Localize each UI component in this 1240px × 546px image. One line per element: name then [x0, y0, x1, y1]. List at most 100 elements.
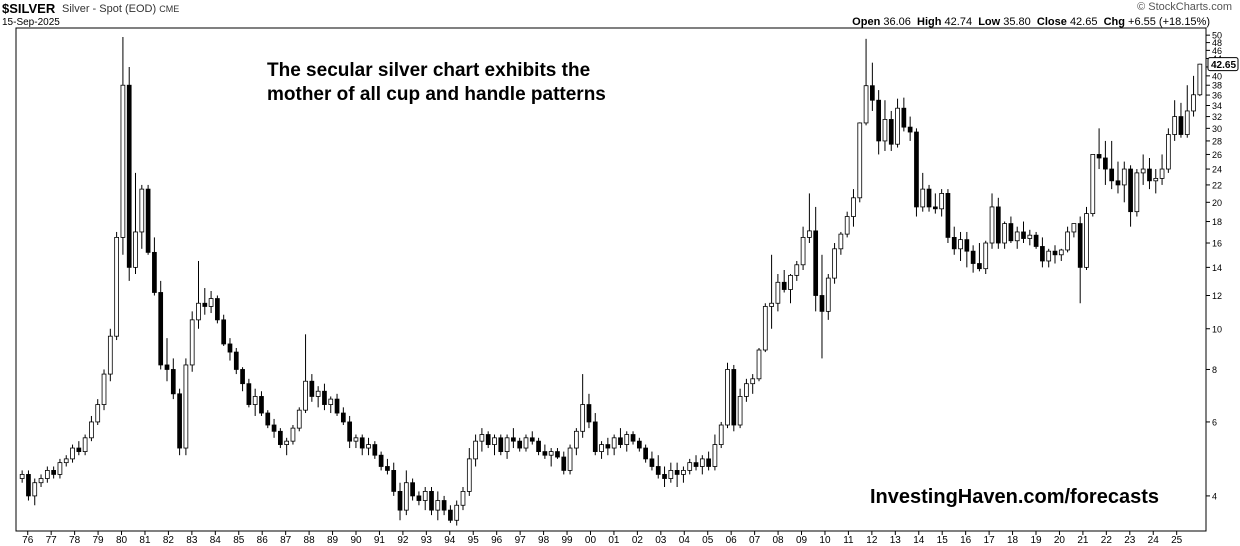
- candle-body-down: [706, 458, 711, 467]
- x-tick-label: 08: [773, 535, 785, 546]
- close-label: Close: [1036, 16, 1067, 28]
- chg-value: +6.55 (+18.15%): [1128, 16, 1210, 28]
- candle-body-down: [1008, 223, 1014, 242]
- high-label: High: [917, 16, 942, 28]
- candle-body-down: [555, 451, 560, 458]
- candle-body-up: [1014, 231, 1020, 242]
- candle-body-down: [309, 380, 315, 397]
- candle-body-down: [410, 482, 415, 497]
- candle-body-up: [895, 107, 900, 145]
- x-tick-label: 89: [327, 535, 339, 546]
- candle-body-down: [265, 412, 271, 426]
- candle-body-down: [781, 281, 787, 290]
- exchange: CME: [159, 4, 180, 14]
- candle-body-down: [662, 474, 667, 479]
- candle-body-up: [756, 349, 762, 380]
- x-tick-label: 94: [444, 535, 456, 546]
- chg-label: Chg: [1103, 16, 1125, 28]
- candle-body-up: [769, 302, 774, 307]
- candle-body-down: [152, 251, 157, 293]
- candle-body-down: [76, 447, 82, 452]
- candle-body-up: [366, 444, 371, 449]
- y-tick-label: 22: [1212, 180, 1222, 190]
- candle-body-up: [101, 373, 107, 405]
- candle-body-up: [492, 437, 497, 445]
- x-tick-label: 91: [374, 535, 386, 546]
- candle-body-up: [82, 437, 88, 452]
- candle-body-up: [183, 364, 189, 449]
- candle-body-up: [983, 242, 989, 270]
- candle-body-up: [838, 233, 844, 250]
- y-tick-label: 26: [1212, 150, 1222, 160]
- candle-body-down: [158, 292, 164, 366]
- y-tick-label: 28: [1212, 136, 1222, 146]
- candle-body-down: [630, 434, 636, 442]
- candle-body-down: [51, 470, 56, 475]
- candle-body-down: [511, 437, 516, 442]
- headline-line-2: mother of all cup and handle patterns: [267, 84, 606, 105]
- y-tick-label: 30: [1212, 124, 1222, 134]
- candle-body-up: [825, 277, 831, 312]
- x-tick-label: 02: [632, 535, 644, 546]
- candle-body-down: [561, 456, 567, 471]
- candle-body-up: [807, 230, 812, 238]
- x-tick-label: 10: [819, 535, 831, 546]
- candle-body-down: [227, 343, 233, 353]
- x-tick-label: 13: [890, 535, 902, 546]
- candle-body-up: [120, 84, 126, 238]
- x-tick-label: 19: [1030, 535, 1042, 546]
- candle-body-up: [699, 458, 705, 467]
- symbol-label: $SILVER: [2, 1, 55, 16]
- candle-body-up: [863, 85, 869, 124]
- candle-body-up: [296, 409, 302, 429]
- candle-body-down: [221, 319, 227, 345]
- low-label: Low: [978, 16, 1001, 28]
- candle-body-down: [643, 447, 648, 460]
- candle-body-up: [189, 319, 195, 366]
- candle-body-down: [901, 107, 907, 128]
- candle-body-up: [479, 434, 485, 442]
- candle-body-up: [57, 462, 63, 475]
- candle-body-up: [454, 504, 460, 521]
- x-tick-label: 23: [1124, 535, 1136, 546]
- candle-body-up: [422, 491, 428, 501]
- candle-body-up: [832, 248, 837, 279]
- candle-body-up: [794, 264, 800, 276]
- candle-body-down: [372, 444, 378, 456]
- y-tick-label: 18: [1212, 217, 1222, 227]
- candle-body-up: [1191, 94, 1196, 112]
- candle-body-up: [466, 458, 472, 492]
- candle-body-up: [882, 119, 888, 142]
- candle-body-up: [788, 274, 793, 290]
- candle-body-up: [1090, 154, 1096, 214]
- candle-body-down: [970, 250, 976, 264]
- candle-body-down: [529, 437, 535, 442]
- y-tick-label: 40: [1212, 71, 1222, 81]
- candle-body-down: [932, 206, 938, 210]
- candle-body-up: [1159, 168, 1165, 179]
- candle-body-down: [233, 351, 239, 370]
- last-price-box: [1207, 57, 1239, 72]
- x-tick-label: 81: [139, 535, 151, 546]
- candle-body-down: [164, 364, 170, 370]
- candle-body-down: [1052, 250, 1058, 256]
- x-tick-label: 77: [46, 535, 58, 546]
- x-tick-label: 25: [1171, 535, 1183, 546]
- x-tick-label: 16: [960, 535, 972, 546]
- candle-body-up: [315, 390, 321, 397]
- symbol: $SILVER: [2, 1, 56, 16]
- candle-body-up: [504, 437, 510, 452]
- candle-body-down: [397, 491, 403, 511]
- candle-body-up: [681, 470, 686, 475]
- candle-body-up: [718, 424, 724, 445]
- candle-body-down: [870, 85, 875, 101]
- candle-body-up: [107, 335, 113, 375]
- candle-body-up: [1184, 110, 1190, 135]
- candle-body-down: [359, 437, 365, 449]
- candle-body-up: [473, 440, 478, 460]
- candle-body-up: [958, 239, 963, 250]
- candle-body-down: [914, 131, 919, 208]
- x-tick-label: 24: [1148, 535, 1160, 546]
- candle-body-down: [536, 440, 541, 452]
- candle-body-down: [1178, 116, 1184, 135]
